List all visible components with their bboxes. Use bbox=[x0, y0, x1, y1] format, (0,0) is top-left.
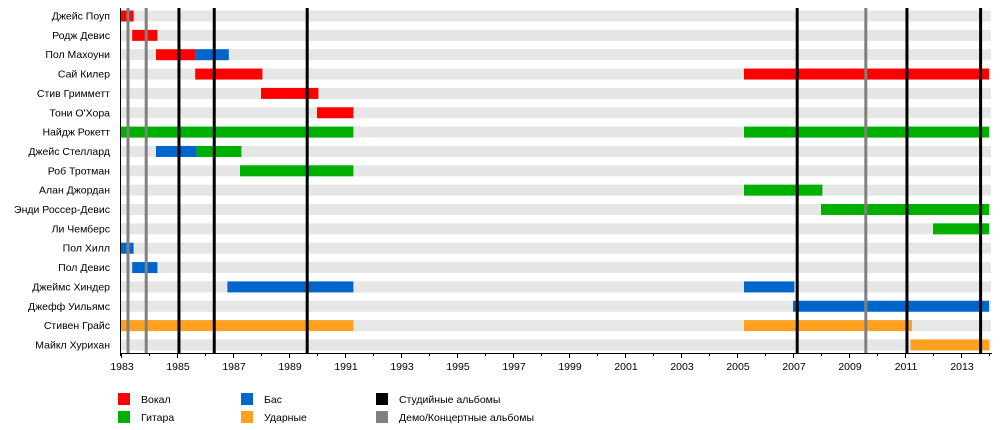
x-tick-label: 2001 bbox=[614, 361, 638, 373]
bar-drums bbox=[910, 339, 989, 351]
member-label: Джефф Уильямс bbox=[28, 301, 110, 313]
legend-label-studio: Студийные альбомы bbox=[399, 394, 500, 406]
row-stripe bbox=[121, 107, 991, 119]
row-stripe bbox=[121, 242, 991, 254]
bar-drums bbox=[121, 320, 354, 332]
member-label: Алан Джордан bbox=[39, 185, 110, 197]
demo-album-line bbox=[864, 8, 868, 354]
bar-guitar bbox=[196, 145, 242, 157]
row-stripe bbox=[121, 165, 991, 177]
studio-album-line bbox=[795, 8, 799, 354]
member-label: Найдж Рокетт bbox=[42, 127, 110, 139]
row-stripe bbox=[121, 68, 991, 80]
x-tick-label: 1989 bbox=[278, 361, 302, 373]
bar-guitar bbox=[744, 184, 823, 196]
bar-bass bbox=[195, 49, 229, 61]
member-label: Энди Россер-Девис bbox=[14, 204, 110, 216]
row-stripe bbox=[121, 281, 991, 293]
member-label: Стивен Грайс bbox=[44, 320, 110, 332]
member-label: Пол Хилл bbox=[63, 243, 110, 255]
x-tick-label: 1997 bbox=[502, 361, 526, 373]
row-stripe bbox=[121, 320, 991, 332]
legend-swatch-bass bbox=[241, 393, 253, 405]
legend-swatch-demo bbox=[376, 411, 388, 423]
legend-label-demo: Демо/Концертные альбомы bbox=[399, 412, 534, 424]
x-tick-label: 1991 bbox=[334, 361, 358, 373]
member-label: Пол Махоуни bbox=[45, 49, 110, 61]
legend-label-drums: Ударные bbox=[264, 412, 307, 424]
member-label: Джейс Стеллард bbox=[28, 146, 110, 158]
bar-guitar bbox=[933, 223, 989, 235]
x-tick-label: 2007 bbox=[782, 361, 806, 373]
studio-album-line bbox=[305, 8, 309, 354]
bar-bass bbox=[793, 300, 989, 312]
studio-album-line bbox=[979, 8, 983, 354]
bar-guitar bbox=[240, 165, 354, 177]
row-stripe bbox=[121, 300, 991, 312]
bar-vocal bbox=[156, 49, 196, 61]
row-stripe bbox=[121, 145, 991, 157]
x-tick-label: 2013 bbox=[950, 361, 974, 373]
bar-vocal bbox=[261, 87, 319, 99]
legend-label-vocal: Вокал bbox=[141, 394, 171, 406]
row-stripe bbox=[121, 223, 991, 235]
x-tick-label: 1987 bbox=[222, 361, 246, 373]
bar-vocal bbox=[195, 68, 263, 80]
x-tick-label: 1995 bbox=[446, 361, 470, 373]
bar-bass bbox=[156, 145, 197, 157]
x-tick-label: 2009 bbox=[838, 361, 862, 373]
x-tick-label: 2011 bbox=[895, 361, 918, 373]
member-label: Ли Чемберс bbox=[52, 223, 110, 235]
demo-album-line bbox=[126, 8, 130, 354]
member-label: Стив Гримметт bbox=[37, 88, 110, 100]
member-label: Пол Девис bbox=[58, 262, 110, 274]
legend-label-guitar: Гитара bbox=[141, 412, 174, 424]
row-stripe bbox=[121, 10, 991, 22]
member-label: Тони О'Хора bbox=[49, 107, 110, 119]
member-label: Джеймс Хиндер bbox=[32, 281, 110, 293]
demo-album-line bbox=[144, 8, 148, 354]
legend-swatch-studio bbox=[376, 393, 388, 405]
bar-guitar bbox=[821, 204, 989, 215]
studio-album-line bbox=[212, 8, 216, 354]
x-tick-label: 1985 bbox=[166, 361, 190, 373]
member-label: Майкл Хурихан bbox=[35, 339, 110, 351]
row-stripe bbox=[121, 29, 991, 41]
bar-guitar bbox=[121, 126, 354, 138]
bar-bass bbox=[227, 281, 354, 293]
legend-label-bass: Бас bbox=[264, 394, 282, 406]
studio-album-line bbox=[177, 8, 181, 354]
member-label: Родж Девис bbox=[52, 30, 110, 42]
x-tick-label: 2005 bbox=[726, 361, 750, 373]
x-tick-label: 1999 bbox=[558, 361, 582, 373]
member-label: Сай Килер bbox=[58, 69, 110, 81]
row-stripe bbox=[121, 49, 991, 61]
row-stripe bbox=[121, 184, 991, 196]
legend-swatch-guitar bbox=[118, 411, 130, 423]
row-stripe bbox=[121, 262, 991, 274]
row-stripe bbox=[121, 339, 991, 351]
legend-swatch-drums bbox=[241, 411, 253, 423]
bar-vocal bbox=[317, 107, 354, 119]
studio-album-line bbox=[905, 8, 909, 354]
row-stripe bbox=[121, 126, 991, 138]
bar-bass bbox=[744, 281, 795, 293]
bar-drums bbox=[744, 320, 912, 332]
member-label: Роб Тротман bbox=[48, 165, 110, 177]
x-tick-label: 1993 bbox=[390, 361, 414, 373]
legend-swatch-vocal bbox=[118, 393, 130, 405]
row-stripe bbox=[121, 204, 991, 215]
x-tick-label: 2003 bbox=[670, 361, 694, 373]
row-stripe bbox=[121, 87, 991, 99]
x-tick-label: 1983 bbox=[110, 361, 134, 373]
member-label: Джейс Поуп bbox=[52, 11, 110, 23]
